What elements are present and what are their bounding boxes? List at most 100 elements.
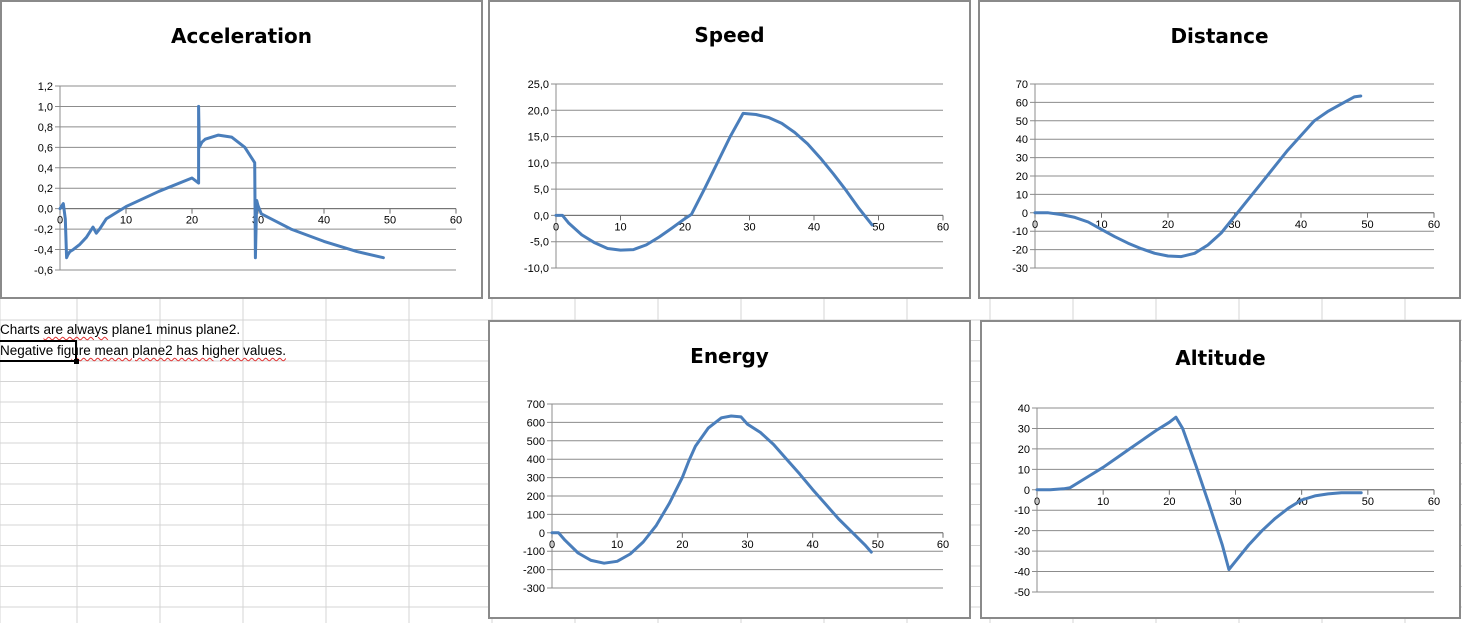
chart-title: Altitude <box>1175 346 1266 370</box>
x-tick-label: 10 <box>611 539 623 551</box>
y-tick-label: 700 <box>527 399 545 411</box>
x-tick-label: 40 <box>1295 219 1307 231</box>
y-tick-label: -200 <box>523 565 545 577</box>
x-tick-label: 60 <box>937 539 949 551</box>
y-tick-label: -5,0 <box>530 237 549 249</box>
acceleration-plot: -0,6-0,4-0,20,00,20,40,60,81,01,20 10 20 30… <box>34 81 462 277</box>
y-tick-label: 20,0 <box>528 105 549 117</box>
y-tick-label: 20 <box>1016 171 1028 183</box>
x-tick-label: 0 <box>1034 496 1040 508</box>
x-tick-label: 30 <box>1229 496 1241 508</box>
y-tick-label: 200 <box>527 491 545 503</box>
y-tick-label: 0,4 <box>38 163 53 175</box>
x-tick-label: 40 <box>318 215 330 227</box>
note-text-misspelled: ure mean plane2 has higher values. <box>71 343 286 358</box>
x-tick-label: 0 <box>57 215 63 227</box>
x-tick-label: 50 <box>1361 219 1373 231</box>
chart-title: Acceleration <box>171 24 312 48</box>
x-tick-label: 10 <box>614 221 626 233</box>
y-tick-label: -10,0 <box>524 263 549 275</box>
y-tick-label: 0,0 <box>38 204 53 216</box>
series-line <box>1035 415 1363 571</box>
speed-chart[interactable]: Speed -10,0 -5,0 0,0 5,0 10,0 15,0 20,0 25,0 0 10… <box>488 0 971 299</box>
series-line <box>554 111 874 252</box>
chart-title: Distance <box>1170 24 1269 48</box>
y-tick-label: -10 <box>1014 505 1030 517</box>
y-tick-label: 10 <box>1018 464 1030 476</box>
y-tick-label: 600 <box>527 417 545 429</box>
note-line-2[interactable]: Negative figure mean plane2 has higher v… <box>0 343 286 358</box>
y-tick-label: 25,0 <box>528 79 549 91</box>
y-tick-label: 100 <box>527 509 545 521</box>
y-tick-label: -10 <box>1012 226 1028 238</box>
energy-chart[interactable]: Energy -300 -200 -100 0 100 200 300 400 500 600 70… <box>488 320 971 619</box>
x-tick-label: 30 <box>743 221 755 233</box>
x-tick-label: 60 <box>1428 496 1440 508</box>
y-tick-label: 1,2 <box>38 81 53 93</box>
energy-plot: -300 -200 -100 0 100 200 300 400 500 600 700 0 10 20 3… <box>523 399 949 595</box>
y-tick-label: 500 <box>527 436 545 448</box>
y-tick-label: -30 <box>1012 263 1028 275</box>
fill-handle[interactable] <box>74 359 79 364</box>
x-tick-label: 60 <box>1428 219 1440 231</box>
note-text: plane1 minus plane2. <box>108 322 241 337</box>
y-tick-label: 10 <box>1016 189 1028 201</box>
x-tick-label: 10 <box>1097 496 1109 508</box>
y-tick-label: 0,2 <box>38 183 53 195</box>
speed-plot: -10,0 -5,0 0,0 5,0 10,0 15,0 20,0 25,0 0 10 20 30 40… <box>524 79 949 275</box>
y-tick-label: 30 <box>1016 153 1028 165</box>
y-tick-label: -20 <box>1012 245 1028 257</box>
y-tick-label: 1,0 <box>38 101 53 113</box>
x-tick-label: 40 <box>808 221 820 233</box>
y-tick-label: 0 <box>1024 485 1030 497</box>
x-tick-label: 50 <box>872 221 884 233</box>
y-tick-label: 0,0 <box>534 210 549 222</box>
y-tick-label: 40 <box>1016 134 1028 146</box>
y-tick-label: -100 <box>523 546 545 558</box>
distance-chart[interactable]: Distance -30 -20 -10 0 10 20 30 40 50 60 70 0 10 20 30… <box>978 0 1461 299</box>
series-line <box>1033 94 1363 259</box>
x-tick-label: 0 <box>549 539 555 551</box>
y-tick-label: 0 <box>1022 208 1028 220</box>
x-tick-label: 10 <box>120 215 132 227</box>
note-text-misspelled: are always <box>43 322 109 337</box>
y-tick-label: 0 <box>539 528 545 540</box>
note-text: Negative fig <box>0 343 72 358</box>
y-tick-label: 30 <box>1018 423 1030 435</box>
y-tick-label: -0,4 <box>34 245 53 257</box>
y-tick-label: 0,8 <box>38 122 53 134</box>
y-tick-label: -0,2 <box>34 224 53 236</box>
x-tick-label: 50 <box>384 215 396 227</box>
note-line-1[interactable]: Charts are always plane1 minus plane2. <box>0 322 240 337</box>
x-tick-label: 0 <box>553 221 559 233</box>
x-tick-label: 20 <box>186 215 198 227</box>
y-tick-label: 50 <box>1016 116 1028 128</box>
acceleration-chart[interactable]: Acceleration -0,6 -0,4 -0,2 0,0 0,2 0,4 0,6 0,8… <box>0 0 483 299</box>
note-text: Charts <box>0 322 44 337</box>
chart-title: Energy <box>690 344 769 368</box>
series-line <box>550 414 873 565</box>
y-tick-label: 300 <box>527 473 545 485</box>
y-tick-label: -40 <box>1014 567 1030 579</box>
y-tick-label: 40 <box>1018 403 1030 415</box>
y-tick-label: 400 <box>527 454 545 466</box>
y-tick-label: 5,0 <box>534 184 549 196</box>
y-tick-label: 20 <box>1018 444 1030 456</box>
x-tick-label: 60 <box>937 221 949 233</box>
x-tick-label: 50 <box>872 539 884 551</box>
x-tick-label: 20 <box>1162 219 1174 231</box>
y-tick-label: -30 <box>1014 546 1030 558</box>
x-tick-label: 0 <box>1032 219 1038 231</box>
series-line <box>58 104 385 260</box>
y-tick-label: 70 <box>1016 79 1028 91</box>
x-tick-label: 20 <box>676 539 688 551</box>
y-tick-label: -300 <box>523 583 545 595</box>
x-tick-label: 20 <box>1163 496 1175 508</box>
x-tick-label: 30 <box>741 539 753 551</box>
x-tick-label: 40 <box>807 539 819 551</box>
selected-cell[interactable] <box>0 340 79 364</box>
chart-title: Speed <box>694 23 765 47</box>
altitude-chart[interactable]: Altitude -50 -40 -30 -20 -10 0 10 20 30 40 0 10 20 30… <box>980 320 1461 619</box>
